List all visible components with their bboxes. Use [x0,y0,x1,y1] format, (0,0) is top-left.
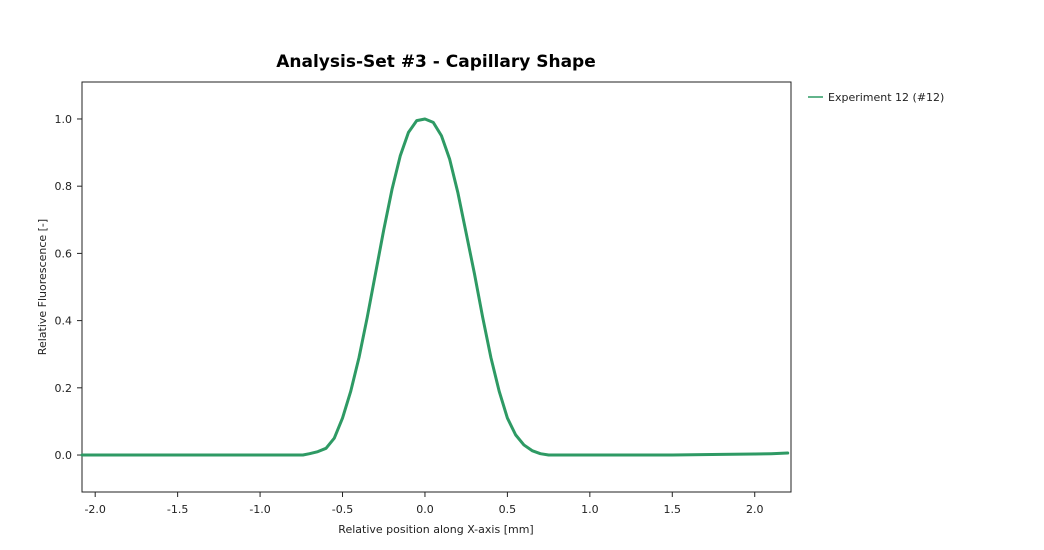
legend[interactable]: Experiment 12 (#12) [808,91,944,104]
series-line-experiment-12 [80,117,790,457]
x-tick-label: -2.0 [84,503,105,516]
x-tick-label: -0.5 [332,503,353,516]
legend-label: Experiment 12 (#12) [828,91,944,104]
x-axis: -2.0 -1.5 -1.0 -0.5 0.0 0.5 1.0 1.5 2.0 [84,492,763,516]
x-tick-label: -1.5 [167,503,188,516]
y-tick-label: 0.4 [55,315,73,328]
y-axis: 0.0 0.2 0.4 0.6 0.8 1.0 [55,113,82,462]
x-tick-label: 2.0 [746,503,764,516]
plot-area-frame [81,81,792,493]
y-tick-label: 0.2 [55,382,73,395]
y-tick-label: 0.0 [55,449,73,462]
x-axis-title: Relative position along X-axis [mm] [338,523,533,536]
y-tick-label: 0.6 [55,247,73,260]
y-tick-label: 0.8 [55,180,73,193]
x-tick-label: 0.5 [499,503,517,516]
y-axis-title: Relative Fluorescence [-] [36,219,49,355]
y-tick-label: 1.0 [55,113,73,126]
chart-title: Analysis-Set #3 - Capillary Shape [276,52,596,72]
x-tick-label: 1.0 [581,503,599,516]
x-tick-label: -1.0 [249,503,270,516]
x-tick-label: 1.5 [664,503,682,516]
x-tick-label: 0.0 [416,503,434,516]
